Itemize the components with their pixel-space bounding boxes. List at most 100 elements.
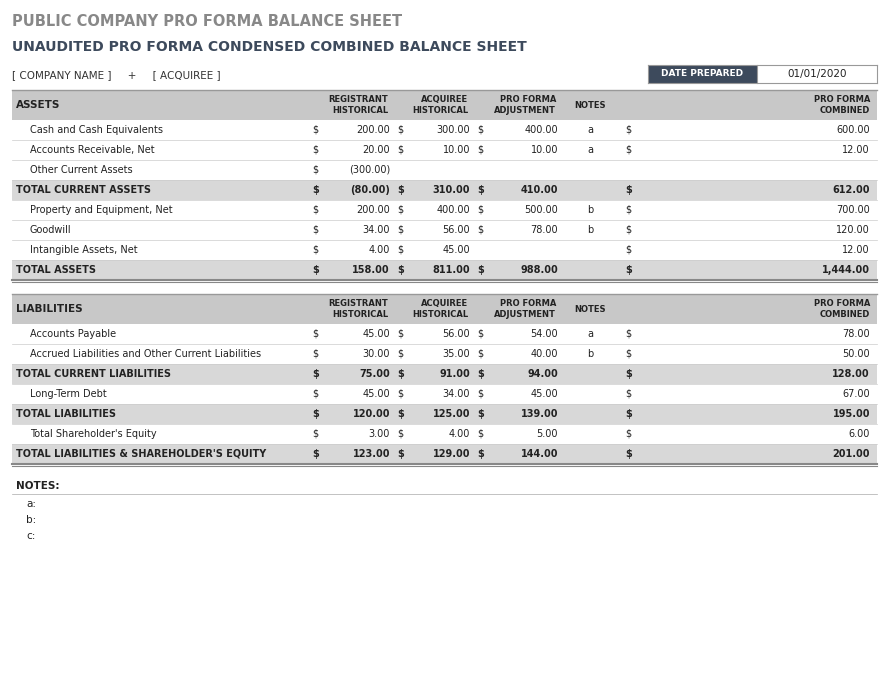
Text: $: $ bbox=[625, 369, 632, 379]
Bar bbox=[12, 344, 877, 364]
Text: $: $ bbox=[397, 205, 403, 215]
Text: 56.00: 56.00 bbox=[443, 329, 470, 339]
Text: 94.00: 94.00 bbox=[527, 369, 558, 379]
Text: 144.00: 144.00 bbox=[520, 449, 558, 459]
Text: PUBLIC COMPANY PRO FORMA BALANCE SHEET: PUBLIC COMPANY PRO FORMA BALANCE SHEET bbox=[12, 14, 402, 29]
Text: 200.00: 200.00 bbox=[356, 125, 390, 135]
Text: 310.00: 310.00 bbox=[433, 185, 470, 195]
Text: 410.00: 410.00 bbox=[520, 185, 558, 195]
Bar bbox=[12, 180, 877, 200]
Text: (300.00): (300.00) bbox=[348, 165, 390, 175]
Text: $: $ bbox=[625, 449, 632, 459]
Text: $: $ bbox=[625, 389, 631, 399]
Text: NOTES: NOTES bbox=[574, 304, 605, 314]
Text: ASSETS: ASSETS bbox=[16, 100, 60, 110]
Text: $: $ bbox=[312, 165, 318, 175]
Text: TOTAL CURRENT LIABILITIES: TOTAL CURRENT LIABILITIES bbox=[16, 369, 171, 379]
Text: 201.00: 201.00 bbox=[832, 449, 870, 459]
Text: TOTAL LIABILITIES: TOTAL LIABILITIES bbox=[16, 409, 116, 419]
Text: $: $ bbox=[312, 349, 318, 359]
Text: 6.00: 6.00 bbox=[849, 429, 870, 439]
Text: Goodwill: Goodwill bbox=[30, 225, 72, 235]
Text: 200.00: 200.00 bbox=[356, 205, 390, 215]
Text: $: $ bbox=[312, 125, 318, 135]
Bar bbox=[12, 444, 877, 464]
Text: 45.00: 45.00 bbox=[531, 389, 558, 399]
Text: $: $ bbox=[397, 449, 404, 459]
Text: $: $ bbox=[397, 349, 403, 359]
Text: 811.00: 811.00 bbox=[432, 265, 470, 275]
Text: 120.00: 120.00 bbox=[837, 225, 870, 235]
Text: $: $ bbox=[625, 265, 632, 275]
Text: $: $ bbox=[312, 409, 319, 419]
Text: PRO FORMA
ADJUSTMENT: PRO FORMA ADJUSTMENT bbox=[494, 95, 556, 115]
Text: $: $ bbox=[477, 429, 483, 439]
Text: b: b bbox=[587, 349, 593, 359]
Text: Accounts Payable: Accounts Payable bbox=[30, 329, 116, 339]
Text: $: $ bbox=[397, 369, 404, 379]
Text: 75.00: 75.00 bbox=[359, 369, 390, 379]
Text: 125.00: 125.00 bbox=[433, 409, 470, 419]
Text: $: $ bbox=[397, 389, 403, 399]
Text: 195.00: 195.00 bbox=[832, 409, 870, 419]
Text: b:: b: bbox=[26, 515, 36, 525]
Text: 1,444.00: 1,444.00 bbox=[822, 265, 870, 275]
Text: 10.00: 10.00 bbox=[531, 145, 558, 155]
Text: PRO FORMA
COMBINED: PRO FORMA COMBINED bbox=[813, 299, 870, 318]
Bar bbox=[12, 324, 877, 344]
Text: ACQUIREE
HISTORICAL: ACQUIREE HISTORICAL bbox=[412, 299, 468, 318]
Text: 4.00: 4.00 bbox=[449, 429, 470, 439]
Text: 01/01/2020: 01/01/2020 bbox=[788, 69, 846, 79]
Text: 988.00: 988.00 bbox=[520, 265, 558, 275]
Text: $: $ bbox=[397, 245, 403, 255]
Text: 35.00: 35.00 bbox=[443, 349, 470, 359]
Text: TOTAL LIABILITIES & SHAREHOLDER'S EQUITY: TOTAL LIABILITIES & SHAREHOLDER'S EQUITY bbox=[16, 449, 266, 459]
Text: Total Shareholder's Equity: Total Shareholder's Equity bbox=[30, 429, 156, 439]
Text: ACQUIREE
HISTORICAL: ACQUIREE HISTORICAL bbox=[412, 95, 468, 115]
Text: $: $ bbox=[312, 265, 319, 275]
Text: $: $ bbox=[477, 145, 483, 155]
Bar bbox=[648, 65, 757, 83]
Text: $: $ bbox=[477, 389, 483, 399]
Bar bbox=[12, 240, 877, 260]
Text: LIABILITIES: LIABILITIES bbox=[16, 304, 83, 314]
Text: $: $ bbox=[477, 329, 483, 339]
Text: NOTES: NOTES bbox=[574, 100, 605, 109]
Text: $: $ bbox=[312, 369, 319, 379]
Text: $: $ bbox=[625, 145, 631, 155]
Text: $: $ bbox=[312, 389, 318, 399]
Text: [ COMPANY NAME ]     +     [ ACQUIREE ]: [ COMPANY NAME ] + [ ACQUIREE ] bbox=[12, 70, 220, 80]
Text: 300.00: 300.00 bbox=[436, 125, 470, 135]
Text: Accounts Receivable, Net: Accounts Receivable, Net bbox=[30, 145, 155, 155]
Text: $: $ bbox=[312, 205, 318, 215]
Text: $: $ bbox=[625, 205, 631, 215]
Text: 78.00: 78.00 bbox=[531, 225, 558, 235]
Text: 45.00: 45.00 bbox=[443, 245, 470, 255]
Text: $: $ bbox=[477, 349, 483, 359]
Text: 3.00: 3.00 bbox=[369, 429, 390, 439]
Text: REGISTRANT
HISTORICAL: REGISTRANT HISTORICAL bbox=[328, 95, 388, 115]
Text: $: $ bbox=[312, 429, 318, 439]
Text: $: $ bbox=[625, 125, 631, 135]
Text: $: $ bbox=[477, 225, 483, 235]
Text: $: $ bbox=[625, 329, 631, 339]
Text: 4.00: 4.00 bbox=[369, 245, 390, 255]
Text: Cash and Cash Equivalents: Cash and Cash Equivalents bbox=[30, 125, 163, 135]
Text: 78.00: 78.00 bbox=[843, 329, 870, 339]
Text: $: $ bbox=[397, 185, 404, 195]
Text: $: $ bbox=[312, 145, 318, 155]
Text: $: $ bbox=[625, 245, 631, 255]
Bar bbox=[12, 200, 877, 220]
Bar bbox=[12, 220, 877, 240]
Text: TOTAL CURRENT ASSETS: TOTAL CURRENT ASSETS bbox=[16, 185, 151, 195]
Text: $: $ bbox=[397, 329, 403, 339]
Text: 158.00: 158.00 bbox=[352, 265, 390, 275]
Bar bbox=[12, 120, 877, 140]
Text: $: $ bbox=[397, 225, 403, 235]
Text: $: $ bbox=[477, 409, 484, 419]
Text: $: $ bbox=[477, 449, 484, 459]
Text: $: $ bbox=[625, 409, 632, 419]
Text: 45.00: 45.00 bbox=[363, 389, 390, 399]
Text: 129.00: 129.00 bbox=[433, 449, 470, 459]
Text: 500.00: 500.00 bbox=[525, 205, 558, 215]
